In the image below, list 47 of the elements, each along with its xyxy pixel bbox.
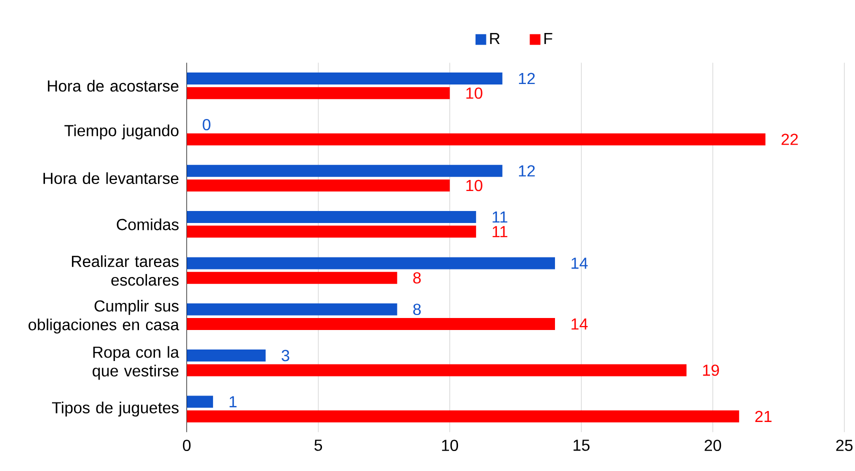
bar [186,180,450,192]
data-label: 3 [282,350,290,362]
bar [186,133,766,146]
data-label: 19 [703,364,719,376]
data-label: 12 [518,165,535,176]
data-label: 21 [755,410,772,422]
data-label: 22 [782,134,798,145]
bar [186,410,740,422]
y-tick-label: Comidas [116,218,179,230]
data-label: 10 [466,180,482,192]
bar [186,211,476,224]
y-tick-label: Tiempo jugando [64,124,178,140]
data-label: 14 [572,258,588,269]
y-tick-label: Cumplir sus obligaciones en casa [28,300,180,334]
data-label: 12 [518,72,535,84]
data-label: 11 [492,212,508,223]
data-label: 0 [202,119,210,130]
data-label: 8 [413,272,421,284]
bar [186,303,398,316]
bar [186,226,476,238]
data-label: 14 [572,318,588,330]
data-label: 8 [413,304,421,316]
data-label: 10 [466,88,482,99]
x-tick-label: 10 [442,440,458,452]
bar [186,257,555,270]
bar [186,350,266,362]
bar [186,396,214,408]
bar [186,72,502,85]
y-tick-label: Hora de acostarse [48,80,178,92]
bar [186,87,450,100]
x-tick-label: 0 [182,440,191,452]
y-tick-label: Tipos de juguetes [52,402,179,417]
data-label: 11 [492,226,508,238]
bar [186,272,398,284]
bar [186,364,687,376]
y-tick-label: Ropa con la que vestirse [92,346,180,380]
x-tick-label: 15 [574,440,590,451]
bar [186,318,555,330]
data-label: 1 [230,396,237,408]
bar [186,164,502,177]
x-tick-label: 25 [836,440,853,452]
legend-label: F [544,33,552,44]
x-tick-label: 5 [314,440,322,451]
x-tick-label: 20 [704,440,722,452]
y-tick-label: Hora de levantarse [43,172,178,184]
y-tick-label: Realizar tareas escolares [72,255,179,286]
legend-label: R [490,33,500,44]
